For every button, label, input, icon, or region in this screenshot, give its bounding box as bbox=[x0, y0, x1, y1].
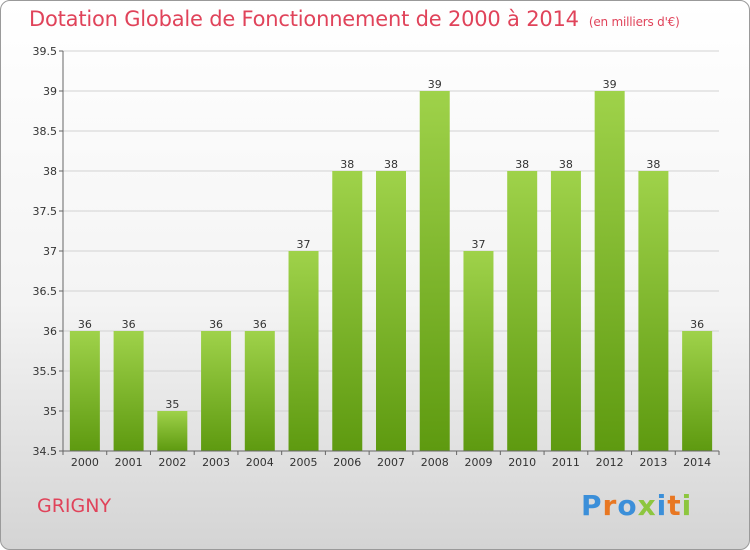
logo-letter: o bbox=[617, 489, 638, 522]
x-tick-label: 2012 bbox=[596, 456, 624, 469]
bar-value-label: 38 bbox=[559, 158, 573, 171]
chart-subtitle: (en milliers d'€) bbox=[588, 15, 680, 29]
bar-value-label: 38 bbox=[646, 158, 660, 171]
x-tick-label: 2008 bbox=[421, 456, 449, 469]
y-tick-label: 39.5 bbox=[33, 45, 58, 58]
logo-letter: i bbox=[656, 489, 668, 522]
x-tick-label: 2004 bbox=[246, 456, 274, 469]
bar-value-label: 36 bbox=[78, 318, 92, 331]
y-tick-label: 37 bbox=[43, 245, 57, 258]
chart-title: Dotation Globale de Fonctionnement de 20… bbox=[29, 7, 680, 31]
bar-2011 bbox=[550, 171, 581, 451]
bar-value-label: 38 bbox=[340, 158, 354, 171]
x-tick-label: 2014 bbox=[683, 456, 711, 469]
y-tick-label: 39 bbox=[43, 85, 57, 98]
x-tick-label: 2000 bbox=[71, 456, 99, 469]
proxiti-logo[interactable]: Proxiti bbox=[581, 489, 692, 522]
bar-value-label: 39 bbox=[428, 78, 442, 91]
x-tick-label: 2001 bbox=[115, 456, 143, 469]
y-tick-label: 36 bbox=[43, 325, 57, 338]
logo-letter: x bbox=[637, 489, 657, 522]
bar-value-label: 37 bbox=[471, 238, 485, 251]
bar-2014 bbox=[682, 331, 713, 451]
x-tick-label: 2013 bbox=[639, 456, 667, 469]
bar-2000 bbox=[69, 331, 100, 451]
x-tick-label: 2003 bbox=[202, 456, 230, 469]
bar-2001 bbox=[113, 331, 144, 451]
bar-2005 bbox=[288, 251, 319, 451]
bar-value-label: 39 bbox=[603, 78, 617, 91]
bar-2009 bbox=[463, 251, 494, 451]
y-tick-label: 34.5 bbox=[33, 445, 58, 458]
logo-letter: P bbox=[581, 489, 603, 522]
bar-value-label: 35 bbox=[165, 398, 179, 411]
bar-value-label: 36 bbox=[122, 318, 136, 331]
x-tick-label: 2005 bbox=[290, 456, 318, 469]
x-tick-label: 2002 bbox=[158, 456, 186, 469]
bar-2007 bbox=[376, 171, 406, 451]
bar-2010 bbox=[507, 171, 538, 451]
bar-value-label: 36 bbox=[690, 318, 704, 331]
bar-value-label: 36 bbox=[253, 318, 267, 331]
y-tick-label: 35 bbox=[43, 405, 57, 418]
y-tick-label: 37.5 bbox=[33, 205, 58, 218]
x-tick-label: 2011 bbox=[552, 456, 580, 469]
bar-2004 bbox=[244, 331, 275, 451]
y-tick-label: 38 bbox=[43, 165, 57, 178]
bar-2013 bbox=[638, 171, 669, 451]
x-tick-label: 2010 bbox=[508, 456, 536, 469]
x-tick-label: 2009 bbox=[464, 456, 492, 469]
commune-name: GRIGNY bbox=[37, 495, 112, 517]
y-tick-label: 38.5 bbox=[33, 125, 58, 138]
bar-2002 bbox=[157, 411, 188, 451]
bar-value-label: 36 bbox=[209, 318, 223, 331]
x-tick-label: 2006 bbox=[333, 456, 361, 469]
bar-2003 bbox=[201, 331, 232, 451]
chart-title-text: Dotation Globale de Fonctionnement de 20… bbox=[29, 7, 579, 31]
bar-value-label: 38 bbox=[384, 158, 398, 171]
x-axis: 2000 2001 2002 2003 2004 2005 2006 2007 2008 2009… bbox=[62, 450, 720, 469]
y-tick-label: 36.5 bbox=[33, 285, 58, 298]
bars: 36 36 35 36 36 37 38 38 39 37 38 38 39 38 36 bbox=[69, 78, 713, 451]
bar-2006 bbox=[332, 171, 363, 451]
bar-2008 bbox=[419, 91, 450, 451]
bar-2012 bbox=[594, 91, 625, 451]
y-tick-label: 35.5 bbox=[33, 365, 58, 378]
logo-letter: t bbox=[667, 489, 682, 522]
logo-letter: r bbox=[602, 489, 618, 522]
y-axis: 34.5 35 35.5 36 36.5 37 37.5 38 38.5 39 39.5 bbox=[33, 45, 64, 458]
bar-value-label: 37 bbox=[297, 238, 311, 251]
x-tick-label: 2007 bbox=[377, 456, 405, 469]
logo-letter: i bbox=[681, 489, 693, 522]
bar-value-label: 38 bbox=[515, 158, 529, 171]
